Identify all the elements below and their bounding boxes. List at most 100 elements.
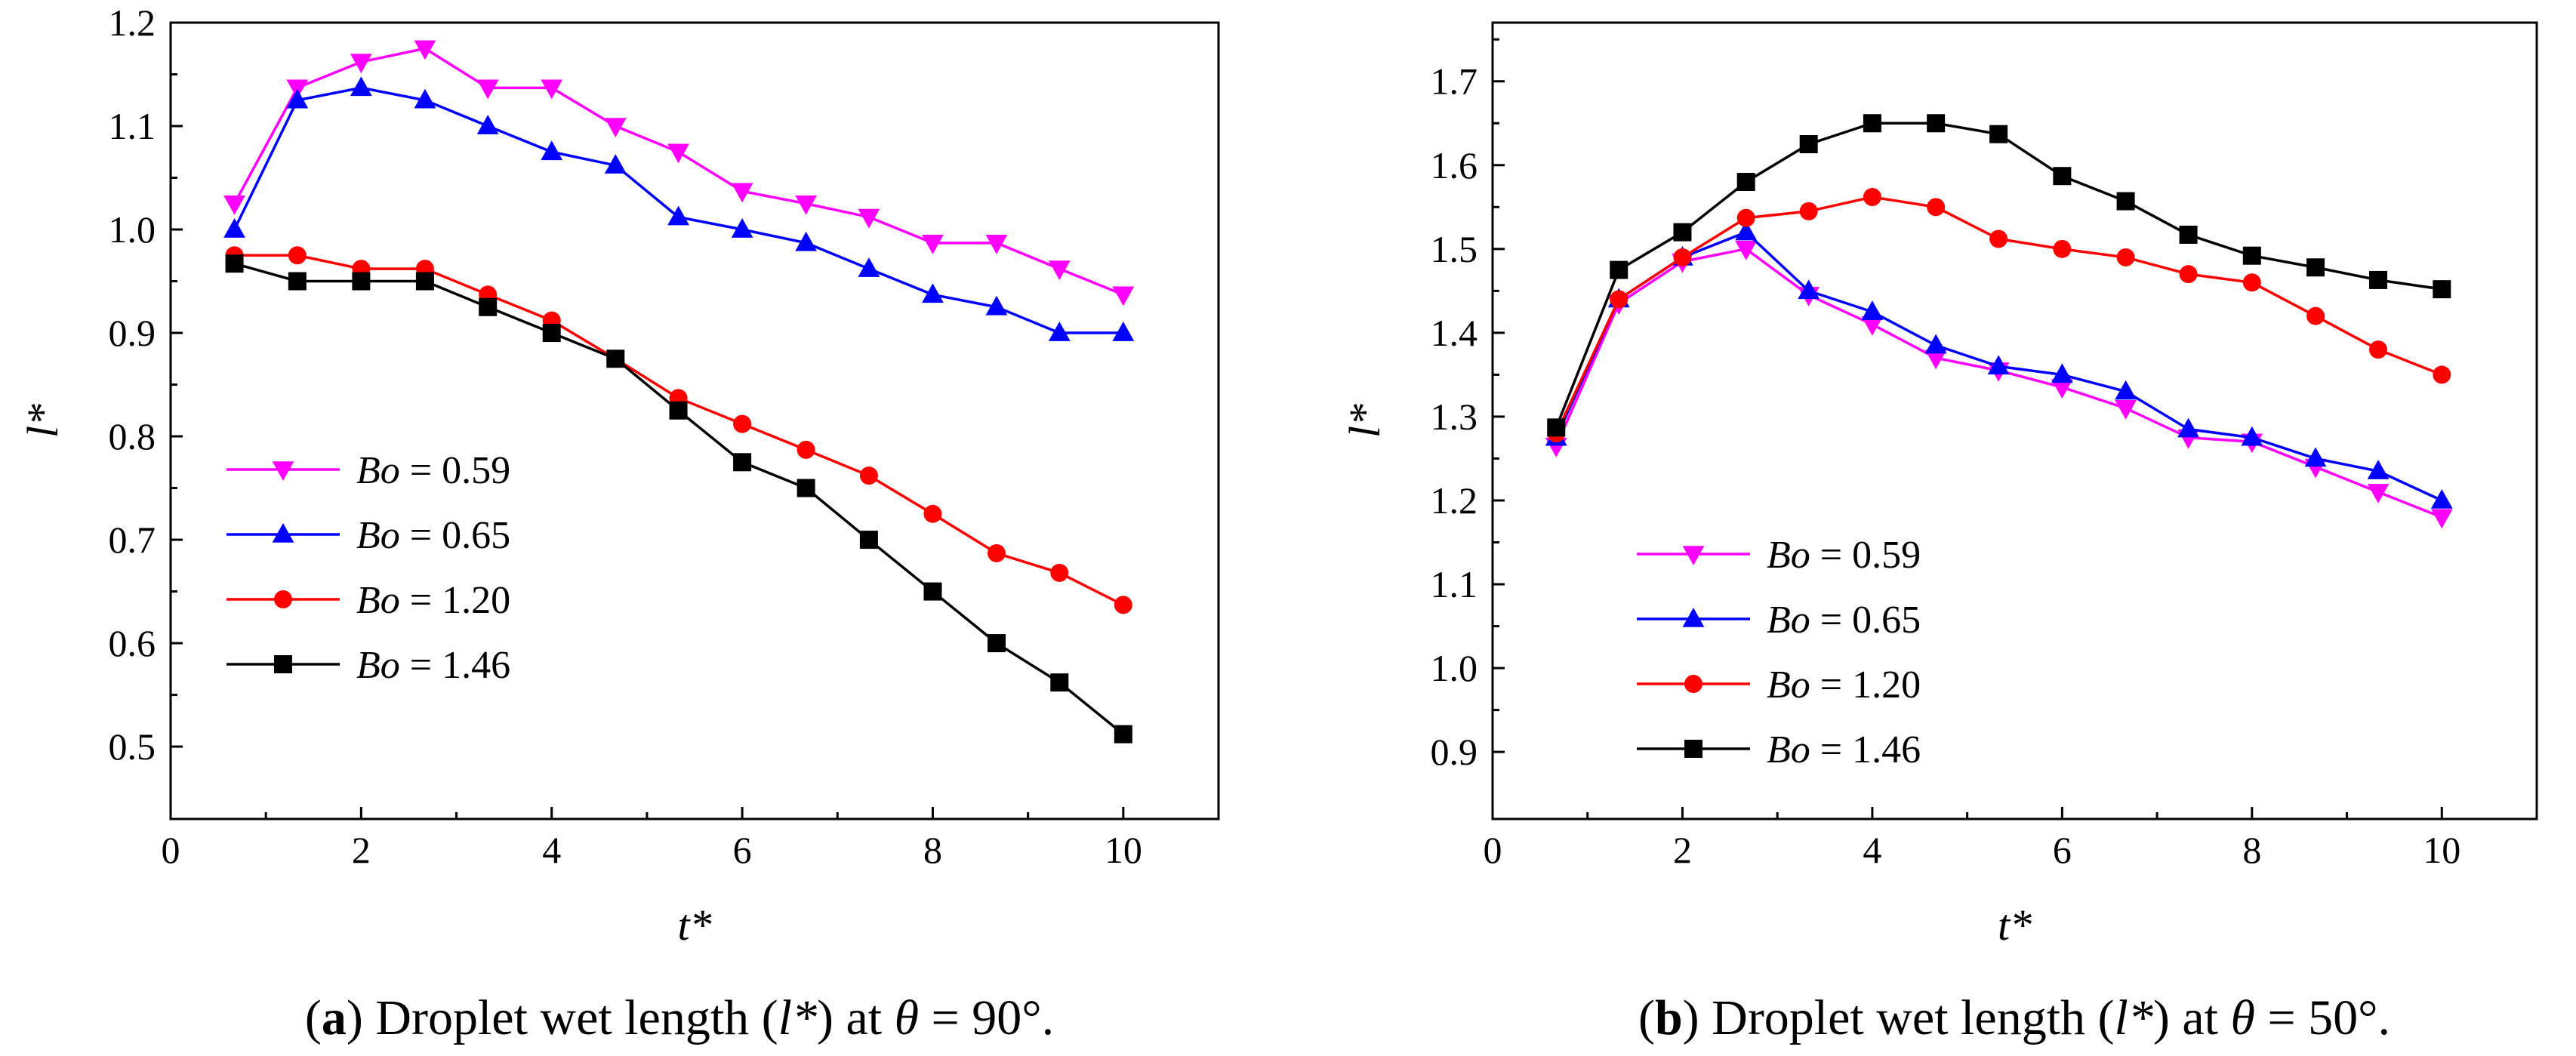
data-point (2369, 340, 2388, 359)
y-axis-title: l* (18, 404, 67, 438)
y-tick-label: 0.7 (109, 519, 156, 561)
data-point (2433, 280, 2451, 299)
series-bo-1-20 (1547, 187, 2451, 443)
data-point (667, 205, 689, 226)
legend-label-value: = 1.20 (400, 579, 510, 622)
data-point (731, 183, 753, 203)
legend-item: Bo = 1.46 (226, 644, 510, 687)
y-tick-label: 1.0 (109, 208, 156, 251)
legend-item: Bo = 0.65 (226, 514, 510, 557)
legend-marker (274, 590, 292, 608)
data-point (2367, 460, 2390, 479)
data-point (1799, 202, 1818, 220)
data-point (2177, 417, 2199, 438)
data-point (1112, 322, 1135, 341)
y-tick-label: 1.6 (1431, 144, 1478, 186)
data-point (1924, 349, 1947, 370)
data-point (1547, 418, 1566, 437)
legend-label: Bo = 0.65 (356, 514, 510, 557)
legend-label: Bo = 0.65 (1767, 599, 1921, 642)
y-tick-label: 1.1 (109, 105, 156, 147)
data-point (476, 115, 499, 134)
data-point (1050, 563, 1069, 582)
data-point (2367, 484, 2390, 503)
data-point (352, 272, 371, 291)
caption-prefix: Droplet wet length ( (1712, 990, 2114, 1045)
caption-mid: ) at (817, 990, 895, 1045)
data-point (2116, 192, 2135, 211)
data-point (859, 531, 878, 550)
data-point (604, 118, 627, 138)
data-point (1114, 596, 1132, 614)
data-point (1989, 125, 2008, 143)
data-point (2430, 489, 2453, 509)
y-tick-label: 1.7 (1431, 60, 1478, 103)
data-point (2051, 363, 2073, 383)
data-point (985, 295, 1008, 316)
data-point (541, 140, 563, 161)
figure-caption: (b) Droplet wet length (l*) at θ = 50°. (1638, 990, 2390, 1045)
caption-open-paren: ( (1638, 990, 1655, 1045)
x-tick-label: 8 (923, 829, 942, 871)
caption-open-paren: ( (305, 990, 322, 1045)
y-tick-label: 0.6 (109, 622, 156, 664)
legend-marker (1682, 546, 1705, 565)
data-point (2116, 248, 2135, 266)
data-point (797, 479, 815, 497)
x-tick-label: 2 (1673, 829, 1692, 871)
x-tick-label: 6 (2053, 829, 2072, 871)
x-tick-label: 6 (733, 829, 752, 871)
data-point (922, 283, 944, 303)
data-point (795, 195, 818, 215)
legend-label-value: = 1.20 (1810, 663, 1921, 707)
legend-label: Bo = 1.20 (356, 579, 510, 622)
series-line (233, 47, 1124, 296)
caption-letter: b (1655, 990, 1683, 1045)
x-tick-label: 10 (1105, 829, 1142, 871)
data-point (859, 466, 878, 485)
legend-label-value: = 1.46 (1810, 728, 1921, 771)
series-bo-1-46 (1547, 114, 2451, 437)
data-point (1863, 114, 1881, 133)
y-axis-title: l* (1340, 404, 1389, 438)
y-tick-label: 1.1 (1431, 563, 1478, 605)
x-tick-label: 2 (352, 829, 371, 871)
series-bo-0-59 (223, 40, 1135, 306)
data-point (1798, 279, 1820, 300)
data-point (606, 349, 625, 368)
legend-item: Bo = 1.20 (1637, 663, 1921, 707)
data-point (987, 543, 1006, 562)
x-axis-title: t* (677, 901, 711, 950)
data-point (1735, 220, 1758, 241)
legend-marker (1682, 608, 1705, 627)
data-point (1735, 241, 1758, 260)
x-tick-label: 8 (2242, 829, 2261, 871)
data-point (1673, 223, 1692, 242)
data-point (350, 76, 372, 97)
data-point (795, 231, 818, 251)
series-bo-0-65 (223, 76, 1135, 341)
data-point (2053, 167, 2072, 186)
legend-label-variable: Bo (356, 579, 400, 622)
data-point (286, 88, 309, 109)
y-tick-label: 1.3 (1431, 396, 1478, 438)
data-point (2433, 365, 2451, 384)
data-point (987, 634, 1006, 653)
legend-item: Bo = 1.20 (226, 579, 510, 622)
data-point (2115, 400, 2137, 420)
data-point (223, 218, 245, 238)
data-point (2242, 273, 2261, 292)
data-point (2115, 380, 2137, 400)
data-point (1673, 248, 1692, 266)
data-point (2369, 270, 2388, 289)
data-point (1114, 725, 1132, 744)
legend-marker (274, 655, 292, 673)
data-point (733, 453, 752, 472)
legend-label-variable: Bo (1767, 728, 1810, 771)
data-point (479, 297, 498, 316)
figure-caption: (a) Droplet wet length (l*) at θ = 90°. (305, 990, 1054, 1045)
data-point (985, 235, 1008, 254)
